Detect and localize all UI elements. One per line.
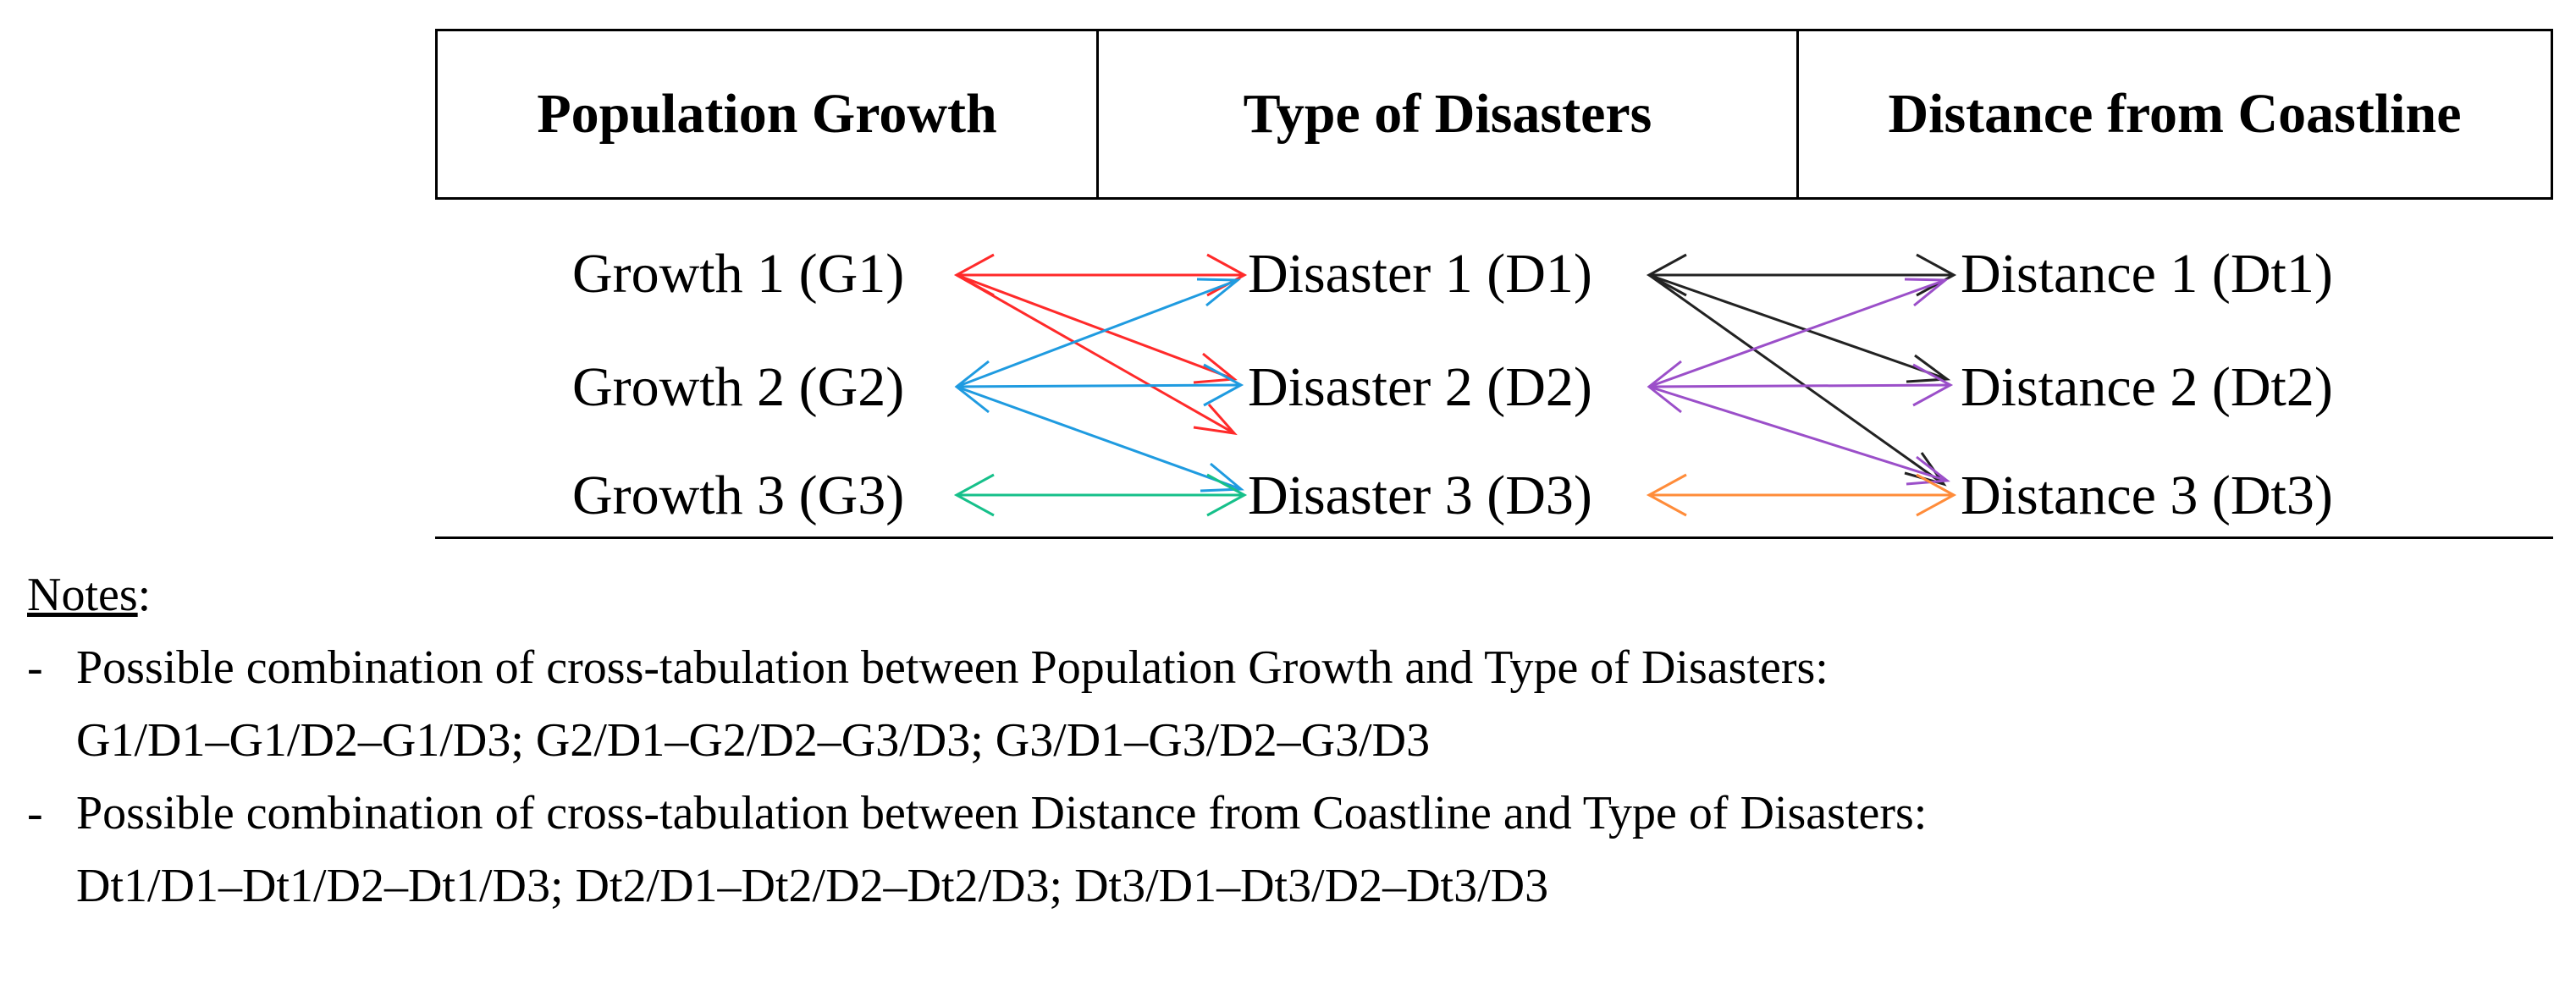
arrowhead-g2-start — [954, 360, 990, 414]
links-growth-2 — [954, 278, 1244, 492]
node-distance-2: Distance 2 (Dt2) — [1961, 356, 2333, 418]
note-bullet: - — [27, 787, 43, 839]
node-distance-3: Distance 3 (Dt3) — [1961, 465, 2333, 526]
node-growth-1: Growth 1 (G1) — [572, 243, 905, 305]
node-distance-1: Distance 1 (Dt1) — [1961, 243, 2333, 305]
link-g1-d2 — [956, 273, 1235, 381]
note-item-1-text: Possible combination of cross-tabulation… — [76, 641, 1829, 694]
link-g2-d1 — [956, 278, 1238, 388]
node-disaster-3: Disaster 3 (D3) — [1248, 465, 1592, 526]
note-item-2-text: Possible combination of cross-tabulation… — [76, 787, 1928, 839]
arrowhead-d2-dt1 — [1904, 278, 1950, 307]
node-disaster-1: Disaster 1 (D1) — [1248, 243, 1592, 305]
arrowhead-d2-dt3 — [1906, 455, 1950, 486]
arrowhead-g2-d2 — [1203, 363, 1244, 407]
arrowhead-g3-d3-end — [1206, 473, 1248, 517]
link-d2-dt1 — [1648, 278, 1946, 388]
arrowhead-d2-dt2 — [1912, 363, 1954, 407]
arrowhead-d2-start — [1647, 360, 1682, 414]
node-growth-2: Growth 2 (G2) — [572, 356, 905, 418]
link-g2-d2 — [956, 383, 1242, 388]
arrowhead-g2-d3 — [1200, 462, 1244, 492]
link-d2-dt2 — [1648, 383, 1951, 388]
header-type-of-disasters: Type of Disasters — [1099, 31, 1799, 197]
link-d1-dt2 — [1648, 273, 1948, 381]
header-distance-from-coastline: Distance from Coastline — [1888, 83, 2462, 145]
link-d2-dt3 — [1648, 385, 1948, 482]
arrowhead-d1-dt2 — [1906, 354, 1951, 383]
arrowhead-g1-d1-end — [1206, 253, 1248, 297]
arrowhead-g1-d2 — [1193, 352, 1238, 384]
link-g1-d3 — [956, 273, 1235, 435]
notes-title: Notes — [27, 569, 138, 621]
links-disaster-3 — [1646, 473, 1957, 517]
note-item-2-line-2: Dt1/D1–Dt1/D2–Dt1/D3; Dt2/D1–Dt2/D2–Dt2/… — [76, 860, 1549, 912]
link-g2-d3 — [956, 385, 1242, 491]
arrowhead-g3-d3-start — [953, 473, 995, 517]
header-table: Population Growth Type of Disasters Dist… — [435, 29, 2553, 200]
note-item-2-line-1: - Possible combination of cross-tabulatio… — [0, 777, 1927, 850]
arrowhead-d1-dt1-end — [1916, 253, 1957, 297]
arrowhead-g1-d3 — [1193, 404, 1238, 436]
notes-section: Notes: - Possible combination of cross-ta… — [0, 559, 1927, 922]
node-disaster-2: Disaster 2 (D2) — [1248, 356, 1592, 418]
link-d1-dt3 — [1648, 273, 1944, 486]
arrowhead-g2-d1 — [1196, 278, 1242, 307]
header-population-growth: Population Growth — [438, 31, 1099, 197]
links-disaster-2 — [1647, 278, 1954, 486]
note-bullet: - — [27, 641, 43, 694]
notes-title-colon: : — [137, 569, 152, 621]
arrowhead-d3-dt3-start — [1646, 473, 1687, 517]
arrowhead-d3-dt3-end — [1916, 473, 1957, 517]
note-item-1-line-1: - Possible combination of cross-tabulatio… — [0, 631, 1927, 704]
links-growth-1 — [953, 253, 1248, 436]
note-item-1-line-2: G1/D1–G1/D2–G1/D3; G2/D1–G2/D2–G3/D3; G3… — [76, 714, 1431, 767]
table-bottom-rule — [435, 537, 2553, 539]
links-growth-3 — [953, 473, 1248, 517]
node-growth-3: Growth 3 (G3) — [572, 465, 905, 526]
link-arrows — [953, 253, 1957, 517]
links-disaster-1 — [1646, 253, 1957, 487]
